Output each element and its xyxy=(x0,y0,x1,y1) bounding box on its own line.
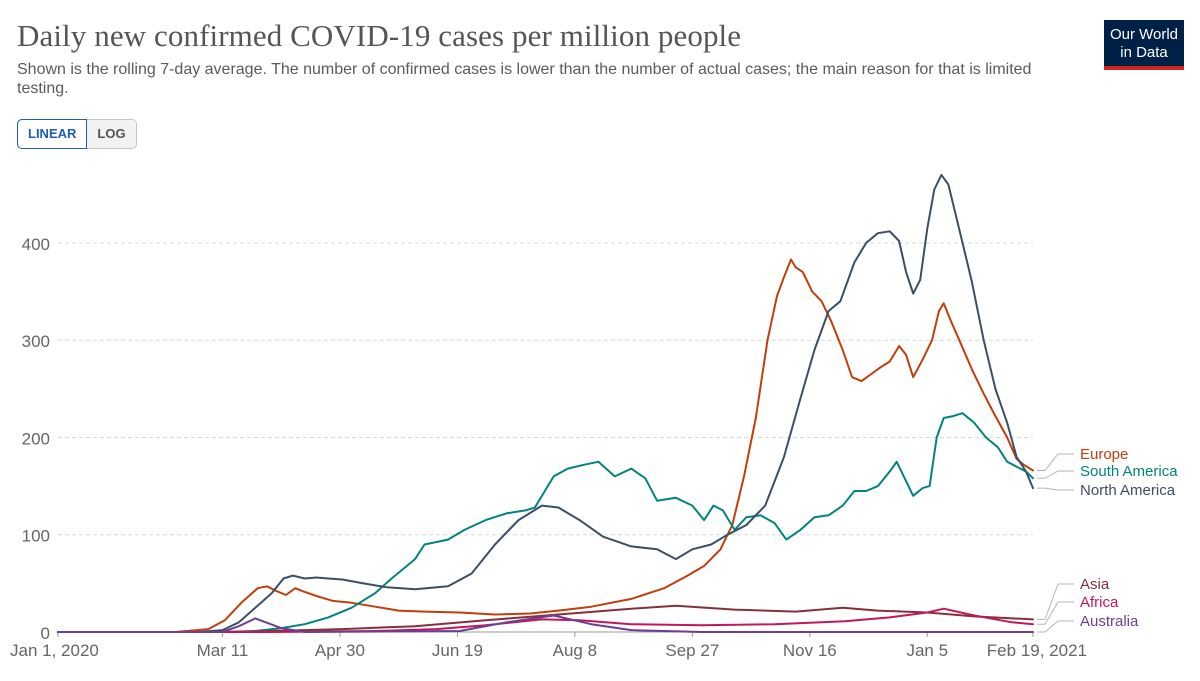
logo-line-2: in Data xyxy=(1120,44,1168,61)
y-tick-label: 200 xyxy=(22,429,50,448)
series-line-north-america[interactable] xyxy=(57,173,1034,633)
owid-logo[interactable]: Our World in Data xyxy=(1104,20,1184,70)
series-lines xyxy=(57,173,1034,633)
x-tick-label: Mar 11 xyxy=(197,641,249,660)
y-tick-label: 0 xyxy=(41,624,50,643)
x-axis: Jan 1, 2020 Mar 11 Apr 30 Jun 19 Aug 8 Sep 27… xyxy=(10,631,1087,660)
y-tick-label: 300 xyxy=(22,332,50,351)
y-axis-ticks: 0 100 200 300 400 xyxy=(22,235,50,643)
linear-scale-button[interactable]: LINEAR xyxy=(17,119,88,149)
x-tick-label: Jan 1, 2020 xyxy=(10,641,99,660)
x-tick-label: Jan 5 xyxy=(906,641,948,660)
series-line-asia[interactable] xyxy=(57,604,1034,633)
label-connector xyxy=(1037,453,1074,471)
x-tick-label: Aug 8 xyxy=(553,641,597,660)
label-connector xyxy=(1037,583,1074,620)
series-line-south-america[interactable] xyxy=(57,412,1034,633)
label-connector xyxy=(1037,601,1074,625)
series-label: Europe xyxy=(1080,446,1128,463)
chart-subtitle: Shown is the rolling 7-day average. The … xyxy=(17,61,1032,97)
label-connector xyxy=(1037,487,1074,491)
series-line-africa[interactable] xyxy=(57,607,1034,633)
series-label: Asia xyxy=(1080,576,1110,593)
log-scale-button[interactable]: LOG xyxy=(87,120,136,148)
series-line-australia[interactable] xyxy=(57,614,1034,633)
x-tick-label: Nov 16 xyxy=(783,641,837,660)
series-label: South America xyxy=(1080,463,1178,480)
x-tick-label: Feb 19, 2021 xyxy=(987,641,1087,660)
logo-line-1: Our World xyxy=(1109,26,1179,43)
series-label: Australia xyxy=(1080,613,1139,630)
chart-title: Daily new confirmed COVID-19 cases per m… xyxy=(17,18,742,53)
y-tick-label: 400 xyxy=(22,235,50,254)
series-label: North America xyxy=(1080,482,1176,499)
x-tick-label: Jun 19 xyxy=(432,641,483,660)
label-connector xyxy=(1037,620,1074,633)
series-label: Africa xyxy=(1080,594,1119,611)
scale-toggle: LINEAR LOG xyxy=(17,119,137,149)
x-tick-label: Sep 27 xyxy=(665,641,719,660)
y-tick-label: 100 xyxy=(22,527,50,546)
label-connector xyxy=(1037,470,1074,479)
series-line-europe[interactable] xyxy=(57,258,1034,633)
x-tick-label: Apr 30 xyxy=(315,641,365,660)
grid-lines xyxy=(58,242,1033,536)
